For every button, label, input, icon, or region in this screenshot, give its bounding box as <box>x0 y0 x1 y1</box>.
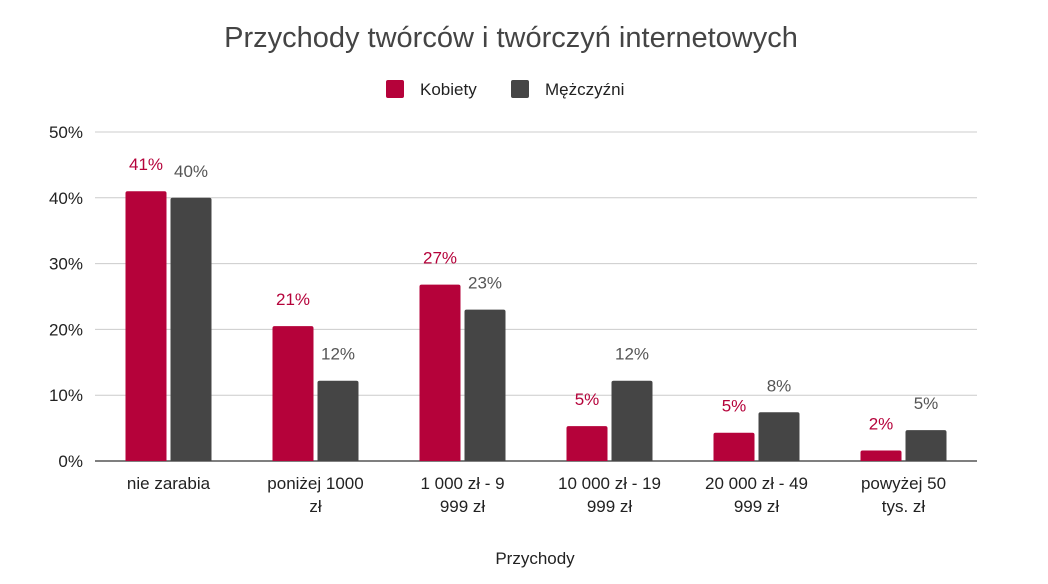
bar-m-czy-ni <box>170 197 212 462</box>
x-tick-label: 10 000 zł - 19 <box>558 474 661 493</box>
x-tick-label: 999 zł <box>734 497 780 516</box>
bar-kobiety <box>566 426 608 461</box>
y-tick-label: 40% <box>49 189 83 208</box>
bars <box>125 191 947 462</box>
data-label: 27% <box>423 249 457 268</box>
data-label: 21% <box>276 290 310 309</box>
x-tick-label: zł <box>309 497 322 516</box>
data-label: 5% <box>914 394 939 413</box>
data-label: 12% <box>321 345 355 364</box>
bar-kobiety <box>419 284 461 461</box>
x-axis: nie zarabia poniżej 1000 zł 1 000 zł - 9 999… <box>127 474 946 516</box>
legend-label: Kobiety <box>420 80 477 99</box>
data-label: 8% <box>767 376 792 395</box>
x-axis-title: Przychody <box>495 549 575 568</box>
legend: Kobiety Mężczyźni <box>386 80 624 99</box>
y-tick-label: 20% <box>49 320 83 339</box>
x-tick-label: 999 zł <box>440 497 486 516</box>
bar-m-czy-ni <box>611 380 653 461</box>
data-labels: 41% 40% 21% 12% 27% 23% 5% 12% 5% 8% 2% 5% <box>129 155 938 433</box>
x-tick-label: 20 000 zł - 49 <box>705 474 808 493</box>
x-tick-label: 999 zł <box>587 497 633 516</box>
y-axis: 0% 10% 20% 30% 40% 50% <box>49 123 83 471</box>
data-label: 40% <box>174 162 208 181</box>
legend-label: Mężczyźni <box>545 80 624 99</box>
bar-m-czy-ni <box>758 412 800 461</box>
chart-title: Przychody twórców i twórczyń internetowy… <box>224 22 798 54</box>
bar-m-czy-ni <box>317 380 359 461</box>
bar-m-czy-ni <box>464 309 506 461</box>
x-tick-label: tys. zł <box>882 497 926 516</box>
y-tick-label: 30% <box>49 255 83 274</box>
x-tick-label: 1 000 zł - 9 <box>420 474 504 493</box>
y-tick-label: 10% <box>49 386 83 405</box>
y-tick-label: 0% <box>58 452 83 471</box>
x-tick-label: powyżej 50 <box>861 474 946 493</box>
data-label: 2% <box>869 414 894 433</box>
gridlines <box>95 131 977 462</box>
x-tick-label: poniżej 1000 <box>267 474 363 493</box>
bar-m-czy-ni <box>905 430 947 461</box>
bar-kobiety <box>860 450 902 461</box>
legend-swatch <box>511 80 529 98</box>
x-tick-label: nie zarabia <box>127 474 211 493</box>
bar-kobiety <box>125 191 167 461</box>
data-label: 23% <box>468 274 502 293</box>
data-label: 41% <box>129 155 163 174</box>
data-label: 5% <box>722 397 747 416</box>
bar-kobiety <box>272 326 314 461</box>
bar-kobiety <box>713 432 755 461</box>
y-tick-label: 50% <box>49 123 83 142</box>
legend-swatch <box>386 80 404 98</box>
data-label: 12% <box>615 345 649 364</box>
data-label: 5% <box>575 390 600 409</box>
